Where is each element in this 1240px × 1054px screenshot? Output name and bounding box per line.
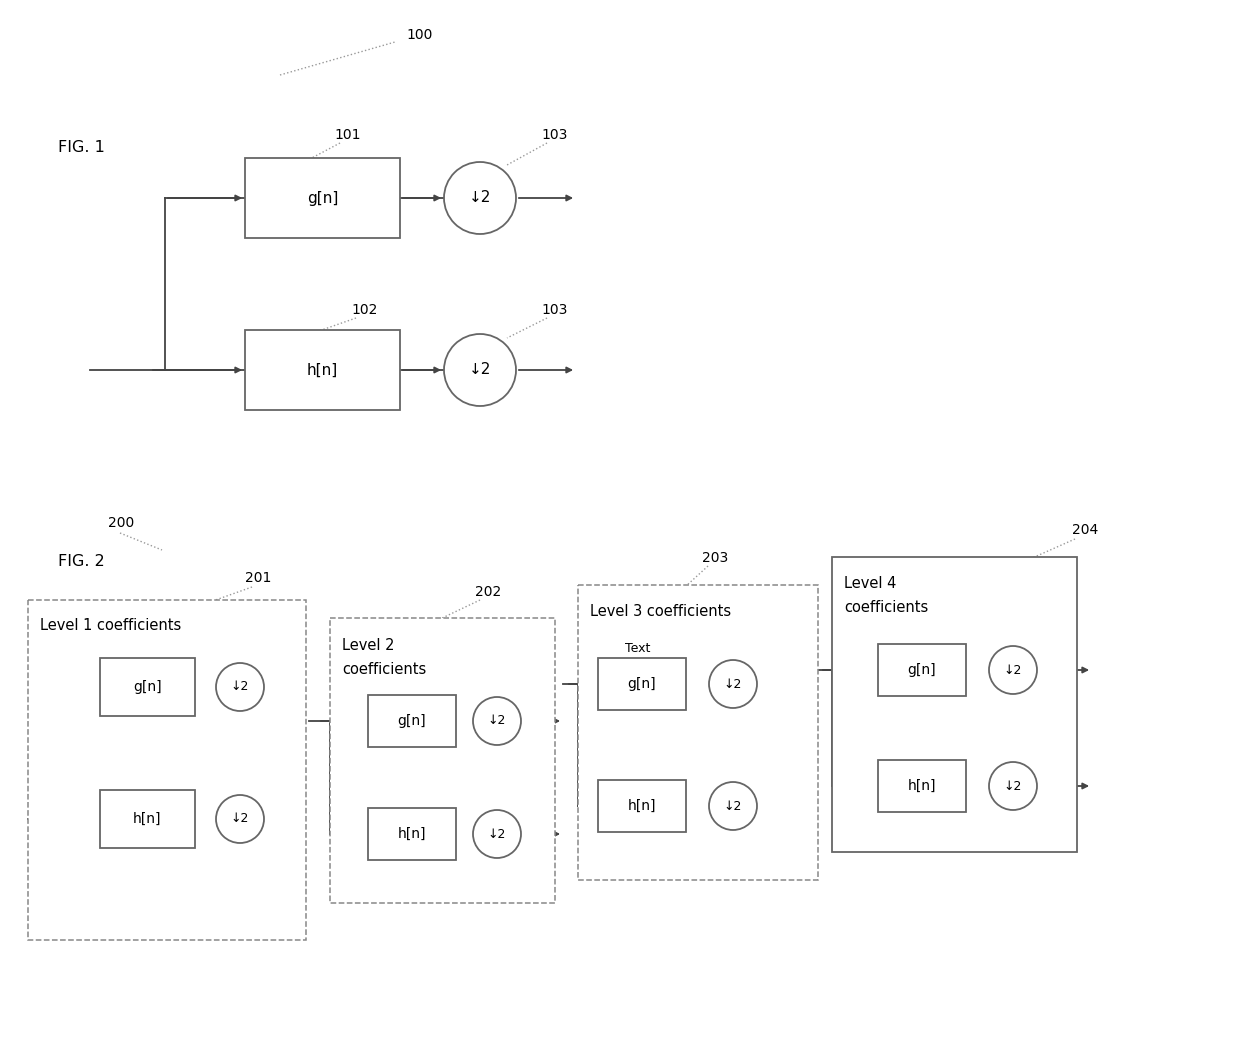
FancyBboxPatch shape: [368, 695, 456, 747]
Text: 101: 101: [335, 128, 361, 142]
Text: ↓2: ↓2: [469, 363, 491, 377]
Text: 200: 200: [108, 516, 134, 530]
Text: 203: 203: [702, 551, 728, 565]
Text: FIG. 2: FIG. 2: [58, 554, 104, 569]
Text: Level 2: Level 2: [342, 639, 394, 653]
Text: Level 4: Level 4: [844, 575, 897, 590]
FancyBboxPatch shape: [29, 600, 306, 940]
Text: ↓2: ↓2: [231, 813, 249, 825]
Text: ↓2: ↓2: [1004, 664, 1022, 677]
Text: FIG. 1: FIG. 1: [58, 140, 105, 156]
Circle shape: [444, 334, 516, 406]
Text: Level 1 coefficients: Level 1 coefficients: [40, 619, 181, 633]
FancyBboxPatch shape: [368, 808, 456, 860]
Text: ↓2: ↓2: [1004, 780, 1022, 793]
Text: 102: 102: [352, 302, 378, 317]
Text: 103: 103: [542, 128, 568, 142]
Text: h[n]: h[n]: [398, 827, 427, 841]
Text: ↓2: ↓2: [724, 800, 743, 813]
Circle shape: [216, 795, 264, 843]
Text: g[n]: g[n]: [398, 714, 427, 728]
FancyBboxPatch shape: [246, 158, 401, 238]
Text: Text: Text: [625, 642, 651, 655]
Text: h[n]: h[n]: [908, 779, 936, 793]
Text: 103: 103: [542, 302, 568, 317]
Circle shape: [216, 663, 264, 711]
Text: ↓2: ↓2: [487, 827, 506, 840]
FancyBboxPatch shape: [598, 658, 686, 710]
Text: g[n]: g[n]: [306, 191, 339, 206]
Text: g[n]: g[n]: [627, 677, 656, 691]
Text: h[n]: h[n]: [627, 799, 656, 813]
Text: g[n]: g[n]: [908, 663, 936, 677]
Text: 100: 100: [407, 28, 433, 42]
Circle shape: [990, 646, 1037, 694]
Text: 201: 201: [244, 571, 272, 585]
Text: coefficients: coefficients: [342, 663, 427, 678]
Text: ↓2: ↓2: [724, 678, 743, 690]
FancyBboxPatch shape: [100, 790, 195, 848]
FancyBboxPatch shape: [878, 760, 966, 812]
Circle shape: [472, 811, 521, 858]
Circle shape: [472, 697, 521, 745]
Text: g[n]: g[n]: [133, 680, 161, 694]
Text: coefficients: coefficients: [844, 600, 929, 614]
Text: h[n]: h[n]: [306, 363, 339, 377]
FancyBboxPatch shape: [878, 644, 966, 696]
Text: ↓2: ↓2: [487, 715, 506, 727]
FancyBboxPatch shape: [246, 330, 401, 410]
Text: h[n]: h[n]: [133, 812, 161, 826]
Circle shape: [444, 162, 516, 234]
FancyBboxPatch shape: [578, 585, 818, 880]
Circle shape: [990, 762, 1037, 811]
Text: Level 3 coefficients: Level 3 coefficients: [590, 604, 732, 619]
Text: 204: 204: [1071, 523, 1099, 536]
Text: ↓2: ↓2: [469, 191, 491, 206]
FancyBboxPatch shape: [598, 780, 686, 832]
Text: ↓2: ↓2: [231, 681, 249, 694]
Circle shape: [709, 660, 756, 708]
FancyBboxPatch shape: [832, 557, 1078, 852]
FancyBboxPatch shape: [330, 618, 556, 903]
FancyBboxPatch shape: [100, 658, 195, 716]
Text: 202: 202: [475, 585, 501, 599]
Circle shape: [709, 782, 756, 829]
